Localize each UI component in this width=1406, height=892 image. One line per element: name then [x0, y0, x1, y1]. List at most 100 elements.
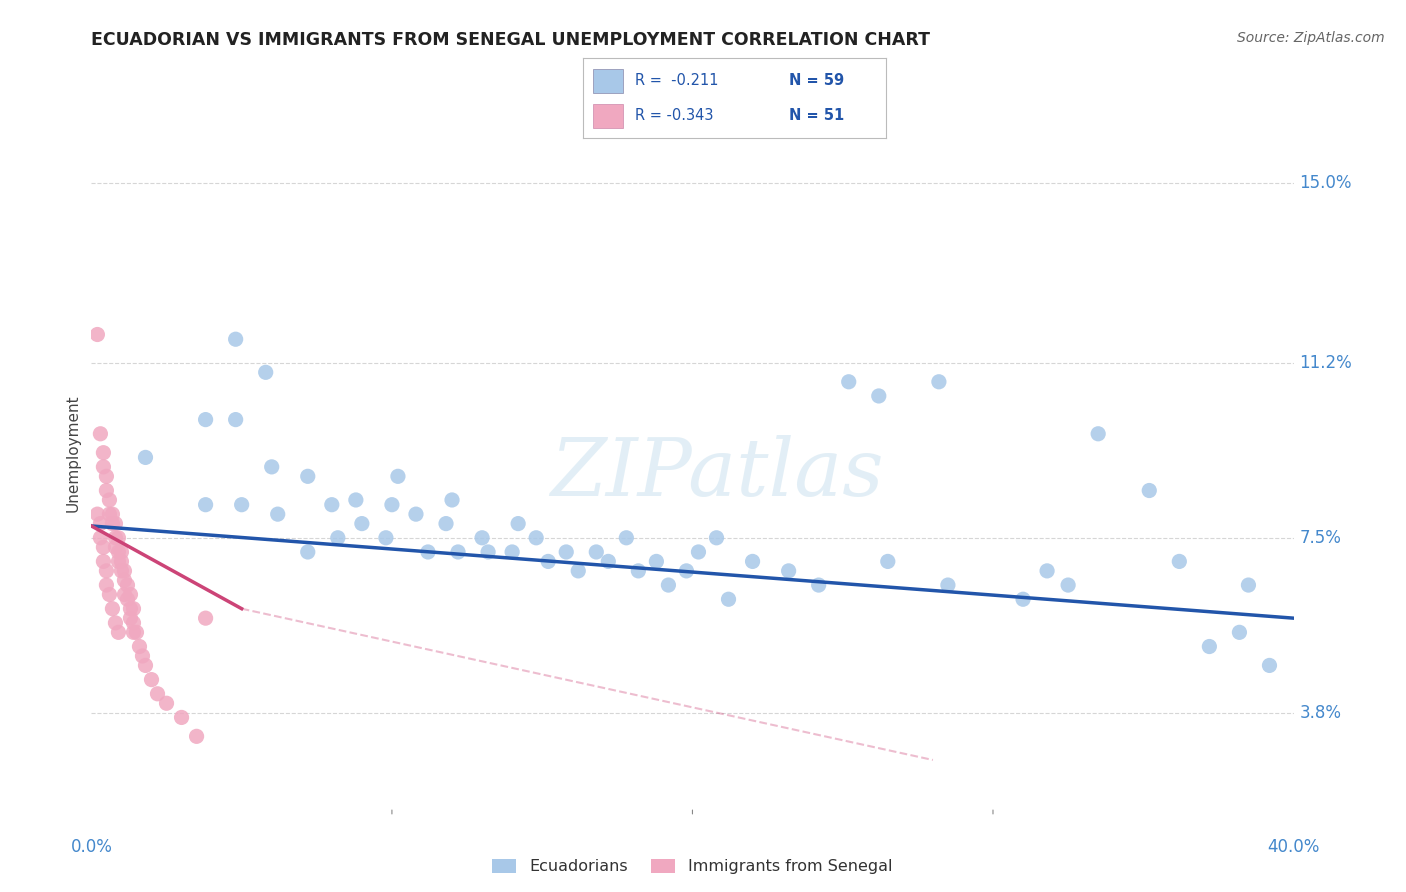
Point — [627, 564, 650, 578]
Point — [107, 531, 129, 545]
Point — [778, 564, 800, 578]
Point — [434, 516, 457, 531]
Point — [96, 578, 118, 592]
Point — [1258, 658, 1281, 673]
Point — [98, 507, 121, 521]
Text: 40.0%: 40.0% — [1267, 838, 1320, 855]
Point — [297, 469, 319, 483]
Point — [107, 625, 129, 640]
Point — [194, 611, 217, 625]
Point — [194, 412, 217, 426]
Point — [706, 531, 728, 545]
Point — [114, 588, 136, 602]
Point — [225, 332, 247, 346]
Point — [98, 588, 121, 602]
Point — [186, 730, 208, 744]
Point — [1229, 625, 1251, 640]
Point — [128, 640, 150, 654]
Point — [868, 389, 890, 403]
Point — [120, 611, 142, 625]
Y-axis label: Unemployment: Unemployment — [65, 394, 80, 511]
Legend: Ecuadorians, Immigrants from Senegal: Ecuadorians, Immigrants from Senegal — [486, 853, 898, 880]
Text: N = 51: N = 51 — [789, 108, 844, 123]
Point — [93, 459, 115, 474]
Bar — [592, 103, 623, 128]
Point — [96, 564, 118, 578]
Point — [447, 545, 470, 559]
Point — [928, 375, 950, 389]
Point — [555, 545, 578, 559]
Point — [114, 564, 136, 578]
Text: 11.2%: 11.2% — [1299, 354, 1353, 372]
Point — [688, 545, 710, 559]
Point — [155, 696, 177, 710]
Point — [254, 365, 277, 379]
Point — [96, 469, 118, 483]
Point — [1012, 592, 1035, 607]
Point — [96, 483, 118, 498]
Point — [374, 531, 396, 545]
Point — [838, 375, 860, 389]
Point — [416, 545, 439, 559]
Text: N = 59: N = 59 — [789, 73, 844, 88]
Point — [101, 516, 124, 531]
Text: 15.0%: 15.0% — [1299, 174, 1353, 192]
Point — [170, 710, 193, 724]
Point — [350, 516, 373, 531]
Point — [1057, 578, 1080, 592]
Point — [89, 516, 111, 531]
Point — [93, 446, 115, 460]
Point — [134, 450, 156, 465]
Point — [146, 687, 169, 701]
Point — [260, 459, 283, 474]
Point — [120, 588, 142, 602]
Point — [93, 541, 115, 555]
Point — [471, 531, 494, 545]
Point — [131, 648, 153, 663]
Point — [326, 531, 349, 545]
Point — [122, 615, 145, 630]
Text: ZIPatlas: ZIPatlas — [550, 435, 883, 513]
Point — [134, 658, 156, 673]
Point — [501, 545, 523, 559]
Point — [741, 554, 763, 568]
Point — [1137, 483, 1160, 498]
Point — [125, 625, 148, 640]
Point — [807, 578, 830, 592]
Point — [524, 531, 547, 545]
Point — [101, 601, 124, 615]
Text: 0.0%: 0.0% — [70, 838, 112, 855]
Point — [537, 554, 560, 568]
Point — [122, 625, 145, 640]
Point — [114, 574, 136, 588]
Point — [104, 516, 127, 531]
Point — [194, 498, 217, 512]
Point — [89, 531, 111, 545]
Point — [86, 507, 108, 521]
Point — [104, 615, 127, 630]
Point — [110, 554, 132, 568]
Point — [876, 554, 898, 568]
Point — [267, 507, 290, 521]
Point — [104, 531, 127, 545]
Point — [585, 545, 607, 559]
Point — [598, 554, 620, 568]
Point — [93, 554, 115, 568]
Point — [717, 592, 740, 607]
Point — [107, 554, 129, 568]
Text: ECUADORIAN VS IMMIGRANTS FROM SENEGAL UNEMPLOYMENT CORRELATION CHART: ECUADORIAN VS IMMIGRANTS FROM SENEGAL UN… — [91, 31, 931, 49]
Point — [477, 545, 499, 559]
Text: R = -0.343: R = -0.343 — [636, 108, 713, 123]
Point — [120, 601, 142, 615]
Point — [614, 531, 637, 545]
Point — [110, 545, 132, 559]
Point — [1168, 554, 1191, 568]
Point — [117, 592, 139, 607]
Point — [387, 469, 409, 483]
Point — [104, 541, 127, 555]
Point — [86, 327, 108, 342]
Text: 7.5%: 7.5% — [1299, 529, 1341, 547]
Point — [101, 507, 124, 521]
Point — [405, 507, 427, 521]
Point — [321, 498, 343, 512]
